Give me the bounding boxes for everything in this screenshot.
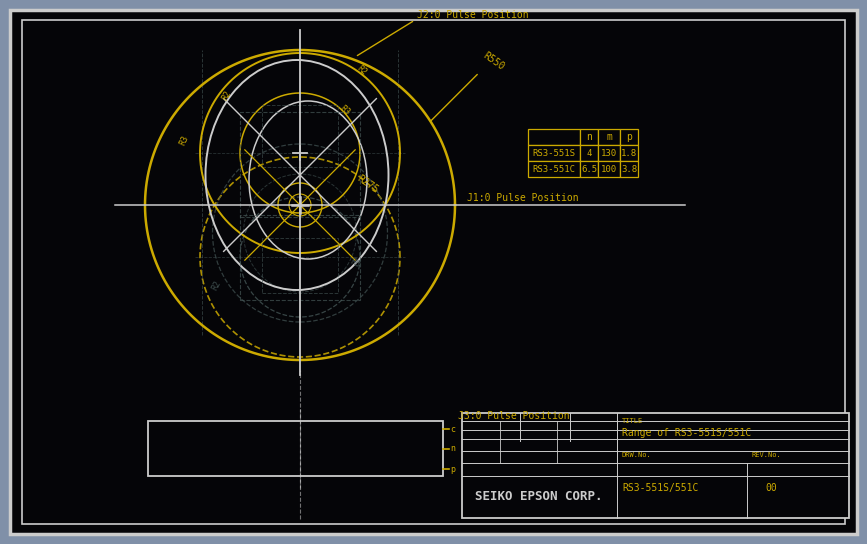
Text: R3: R3 bbox=[178, 134, 191, 147]
Text: J1:0 Pulse Position: J1:0 Pulse Position bbox=[467, 193, 578, 203]
Text: RS3-551S/551C: RS3-551S/551C bbox=[622, 483, 699, 493]
Text: 100: 100 bbox=[601, 164, 617, 174]
Text: J3:0 Pulse Position: J3:0 Pulse Position bbox=[458, 411, 570, 421]
Bar bbox=[620, 145, 638, 161]
Bar bbox=[620, 161, 638, 177]
Bar bbox=[598, 145, 620, 161]
Text: RS3-551C: RS3-551C bbox=[532, 164, 576, 174]
Text: J2:0 Pulse Position: J2:0 Pulse Position bbox=[417, 10, 529, 20]
Text: DRW.No.: DRW.No. bbox=[622, 452, 652, 458]
Text: 3.8: 3.8 bbox=[621, 164, 637, 174]
Bar bbox=[528, 129, 580, 145]
Text: m: m bbox=[606, 132, 612, 142]
Text: 130: 130 bbox=[601, 149, 617, 158]
Bar bbox=[580, 161, 598, 177]
Text: c: c bbox=[450, 425, 455, 434]
Text: R3: R3 bbox=[338, 103, 351, 117]
Text: n: n bbox=[586, 132, 592, 142]
Text: R2: R2 bbox=[210, 279, 223, 292]
Bar bbox=[262, 105, 338, 167]
Bar bbox=[240, 215, 360, 300]
Bar bbox=[528, 161, 580, 177]
Text: 4: 4 bbox=[586, 149, 591, 158]
Text: REV.No.: REV.No. bbox=[752, 452, 782, 458]
Text: RS3-551S: RS3-551S bbox=[532, 149, 576, 158]
Text: R6: R6 bbox=[348, 256, 361, 269]
Text: R2: R2 bbox=[355, 64, 368, 77]
Bar bbox=[240, 112, 360, 217]
Text: Range of RS3-551S/551C: Range of RS3-551S/551C bbox=[622, 428, 751, 438]
Bar bbox=[148, 421, 443, 476]
Text: p: p bbox=[450, 465, 455, 474]
Bar bbox=[580, 145, 598, 161]
Text: R2: R2 bbox=[220, 89, 233, 102]
Bar bbox=[598, 161, 620, 177]
Text: R275: R275 bbox=[355, 174, 380, 195]
Bar bbox=[620, 129, 638, 145]
Bar bbox=[580, 129, 598, 145]
Bar bbox=[262, 238, 338, 293]
Bar bbox=[528, 145, 580, 161]
Text: 6.5: 6.5 bbox=[581, 164, 597, 174]
Bar bbox=[598, 129, 620, 145]
Text: n: n bbox=[450, 444, 455, 453]
Text: SEIKO EPSON CORP.: SEIKO EPSON CORP. bbox=[475, 491, 603, 504]
Bar bbox=[462, 413, 849, 518]
Text: 00: 00 bbox=[765, 483, 777, 493]
Text: TITLE: TITLE bbox=[622, 418, 643, 424]
Text: 1.8: 1.8 bbox=[621, 149, 637, 158]
Text: R550: R550 bbox=[481, 51, 506, 72]
Text: p: p bbox=[626, 132, 632, 142]
